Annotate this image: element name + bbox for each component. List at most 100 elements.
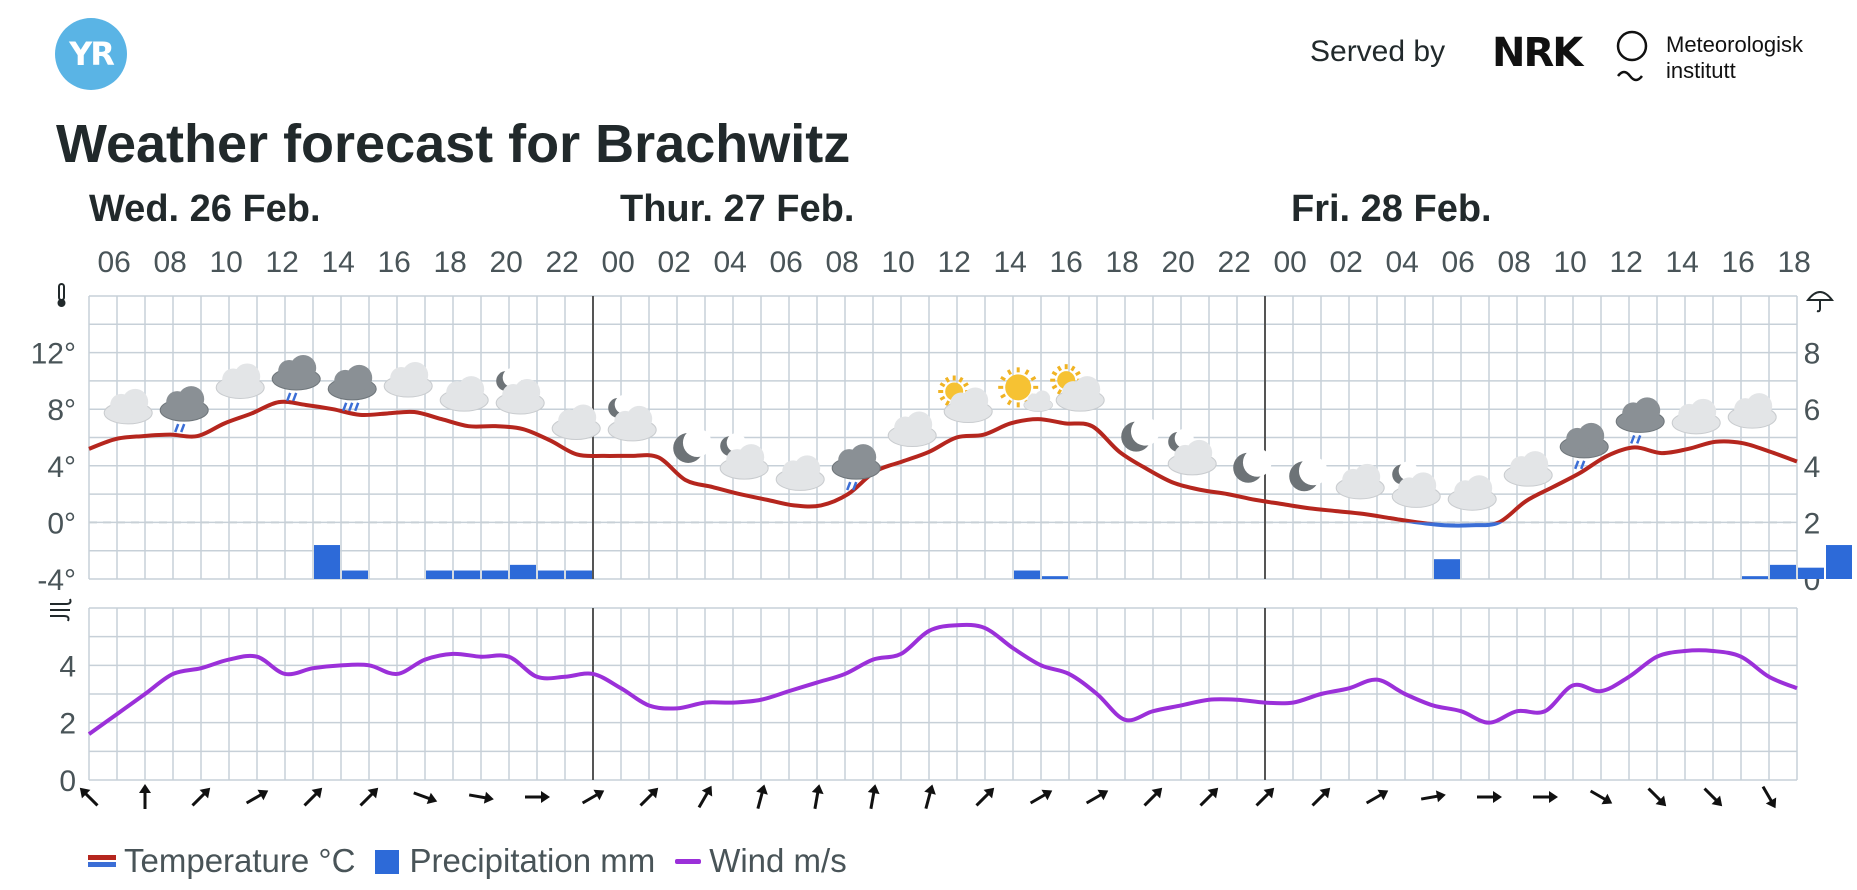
wind-tick-label: 0	[59, 765, 76, 798]
weather-rain-icon	[1615, 397, 1665, 444]
legend-precipitation: Precipitation mm	[375, 842, 655, 880]
precip-tick-label: 2	[1804, 507, 1821, 540]
wind-direction-arrow-icon	[867, 784, 880, 810]
weather-cloudy-icon	[439, 376, 489, 412]
temp-tick-label: 12°	[31, 338, 76, 371]
yr-logo[interactable]: YR	[55, 18, 127, 90]
weather-partly-cloudy-night-icon	[495, 368, 545, 415]
day-label-2: Thur. 27 Feb.	[620, 188, 855, 230]
wind-direction-arrow-icon	[525, 791, 550, 803]
wind-direction-arrow-icon	[1761, 785, 1777, 809]
hour-label: 22	[1218, 246, 1251, 279]
wind-direction-arrow-icon	[359, 787, 379, 807]
wind-direction-arrow-icon	[468, 791, 494, 804]
legend-temperature: Temperature °C	[88, 842, 355, 880]
weather-clear-night-icon	[1233, 448, 1272, 483]
wind-direction-arrow-icon	[1143, 787, 1163, 807]
precipitation-bar	[1770, 564, 1796, 579]
hour-label: 20	[1162, 246, 1195, 279]
wind-direction-arrow-icon	[413, 791, 438, 805]
precip-tick-label: 4	[1804, 451, 1821, 484]
weather-clear-night-icon	[1121, 417, 1160, 452]
wind-direction-arrow-icon	[639, 787, 659, 807]
precip-tick-label: 8	[1804, 338, 1821, 371]
wind-direction-arrow-icon	[924, 784, 936, 809]
temp-tick-label: 8°	[47, 394, 76, 427]
precipitation-bar	[538, 570, 564, 579]
wind-line	[87, 622, 1798, 736]
met-institute-icon	[1616, 30, 1648, 82]
hour-label: 14	[994, 246, 1027, 279]
wind-direction-arrow-icon	[139, 784, 151, 809]
thermometer-icon	[57, 283, 66, 307]
precipitation-bar	[1014, 570, 1040, 579]
weather-cloudy-icon	[1503, 451, 1553, 487]
weather-partly-cloudy-night-icon	[1167, 428, 1217, 476]
hour-label: 06	[98, 246, 131, 279]
nrk-logo[interactable]: NRK	[1492, 30, 1583, 76]
legend-precipitation-label: Precipitation mm	[409, 842, 656, 879]
wind-direction-arrow-icon	[756, 784, 768, 809]
hour-label: 18	[1778, 246, 1811, 279]
weather-clear-night-icon	[673, 428, 712, 463]
hour-label: 02	[1330, 246, 1363, 279]
weather-cloudy-icon	[1335, 463, 1385, 500]
wind-direction-arrow-icon	[1085, 789, 1109, 805]
precipitation-bar	[1798, 567, 1824, 579]
wind-direction-arrow-icon	[811, 784, 824, 810]
hour-label: 02	[658, 246, 691, 279]
wind-direction-arrow-icon	[1589, 789, 1613, 805]
precipitation-bar	[482, 570, 508, 579]
precipitation-bar	[1826, 545, 1852, 579]
page-title: Weather forecast for Brachwitz	[56, 114, 851, 174]
day-label-3: Fri. 28 Feb.	[1291, 188, 1492, 230]
wind-direction-arrow-icon	[1255, 787, 1275, 807]
umbrella-icon	[1805, 291, 1835, 313]
wind-direction-arrow-icon	[303, 787, 323, 807]
weather-rain-icon	[271, 354, 321, 402]
wind-direction-arrow-icon	[1533, 791, 1558, 803]
hour-label: 18	[1106, 246, 1139, 279]
weather-cloudy-icon	[383, 362, 433, 398]
weather-rain-icon	[831, 444, 881, 491]
weather-cloudy-icon	[775, 455, 825, 491]
wind-direction-arrow-icon	[1647, 787, 1667, 807]
hour-label: 22	[546, 246, 579, 279]
wind-direction-arrow-icon	[1420, 790, 1446, 803]
precipitation-bar	[454, 570, 480, 579]
hour-label: 20	[490, 246, 523, 279]
forecast-chart: 06 08 10 12 14 16 18 20 22 00 02 04 06 08 10 12 14 16 18 20…	[31, 246, 1852, 810]
wind-direction-arrow-icon	[1029, 789, 1053, 805]
met-line2: institutt	[1666, 58, 1736, 83]
hour-label: 06	[770, 246, 803, 279]
wind-direction-arrow-icon	[1199, 787, 1219, 807]
served-by-label: Served by	[1310, 35, 1446, 68]
hour-label: 10	[210, 246, 243, 279]
weather-cloudy-icon	[1727, 393, 1777, 429]
temp-tick-label: -4°	[37, 564, 76, 597]
weather-cloudy-icon	[887, 411, 937, 448]
wind-icon	[50, 598, 72, 622]
legend-wind: Wind m/s	[675, 842, 847, 880]
met-line1: Meteorologisk	[1666, 32, 1803, 57]
weather-rain-icon	[1559, 422, 1609, 470]
weather-partly-cloudy-day-icon	[1050, 364, 1105, 412]
precipitation-bar	[1042, 576, 1068, 579]
wind-direction-arrow-icon	[1311, 787, 1331, 807]
weather-cloudy-icon	[551, 404, 601, 440]
wind-direction-arrow-icon	[191, 787, 211, 807]
weather-rain-icon	[159, 386, 209, 433]
wind-tick-label: 4	[59, 650, 76, 683]
hour-label: 00	[602, 246, 635, 279]
weather-cloudy-icon	[215, 363, 265, 399]
hour-label: 08	[826, 246, 859, 279]
hour-label: 00	[1274, 246, 1307, 279]
day-label-1: Wed. 26 Feb.	[89, 188, 321, 230]
hour-label: 08	[1498, 246, 1531, 279]
temp-tick-label: 0°	[47, 507, 76, 540]
weather-fair-day-icon	[998, 367, 1053, 412]
weather-heavy-rain-icon	[327, 364, 377, 412]
hour-label: 10	[882, 246, 915, 279]
wind-swatch-icon	[675, 859, 702, 864]
met-institute-logo[interactable]: Meteorologisk institutt	[1666, 32, 1803, 84]
